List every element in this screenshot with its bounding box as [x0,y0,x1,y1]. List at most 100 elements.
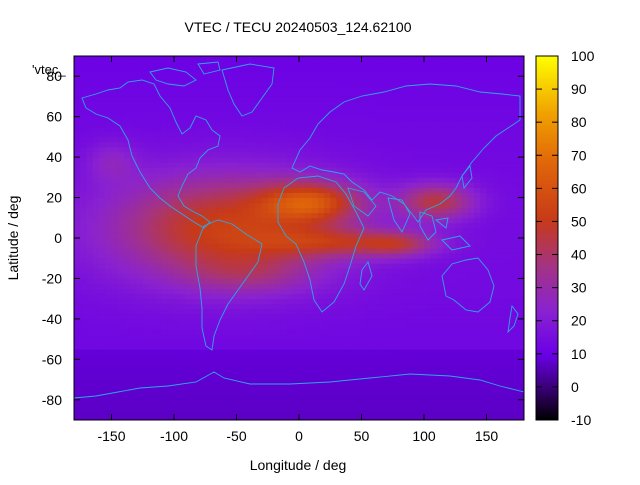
heatmap-cell [142,334,150,340]
heatmap-cell [336,147,344,153]
heatmap-cell [367,354,375,360]
heatmap-cell [255,172,262,178]
heatmap-cell [155,152,162,158]
heatmap-cell [242,91,250,97]
heatmap-cell [405,126,412,133]
heatmap-cell [380,222,387,229]
heatmap-cell [217,131,225,138]
heatmap-cell [280,344,287,350]
heatmap-cell [242,121,250,128]
heatmap-cell [180,303,187,310]
heatmap-cell [361,141,369,148]
heatmap-cell [399,339,406,345]
heatmap-cell [299,76,306,82]
heatmap-cell [92,409,100,416]
heatmap-cell [355,278,362,284]
heatmap-cell [74,313,81,320]
heatmap-cell [411,192,419,198]
heatmap-cell [317,268,325,274]
heatmap-cell [449,313,456,320]
heatmap-cell [192,323,200,330]
heatmap-cell [355,187,362,193]
heatmap-cell [236,298,244,305]
heatmap-cell [274,116,281,123]
heatmap-cell [255,212,262,219]
heatmap-cell [380,238,387,244]
heatmap-cell [211,263,219,269]
heatmap-cell [180,182,187,188]
heatmap-cell [299,232,306,239]
heatmap-cell [192,232,200,239]
heatmap-cell [255,253,262,259]
heatmap-cell [74,248,81,254]
heatmap-cell [149,313,156,320]
heatmap-cell [455,278,462,284]
heatmap-cell [280,258,287,264]
heatmap-cell [355,71,362,77]
heatmap-cell [367,329,375,335]
heatmap-cell [261,56,269,62]
heatmap-cell [455,167,462,173]
heatmap-cell [467,81,475,87]
heatmap-cell [499,136,506,143]
heatmap-cell [117,339,125,345]
heatmap-cell [380,136,387,143]
heatmap-cell [424,374,431,380]
heatmap-cell [161,404,169,411]
heatmap-cell [424,369,431,375]
heatmap-cell [80,248,87,254]
heatmap-cell [480,207,487,214]
heatmap-cell [455,369,462,375]
heatmap-cell [74,71,81,77]
heatmap-cell [499,404,506,411]
heatmap-cell [367,207,375,214]
heatmap-cell [217,273,225,279]
heatmap-cell [205,187,212,193]
heatmap-cell [324,96,331,102]
heatmap-cell [274,126,281,133]
heatmap-cell [374,369,381,375]
heatmap-cell [130,414,137,420]
heatmap-cell [330,359,337,365]
heatmap-cell [161,81,169,87]
heatmap-cell [242,66,250,72]
heatmap-cell [217,329,225,335]
heatmap-cell [305,349,312,355]
heatmap-cell [305,313,312,320]
heatmap-cell [180,61,187,67]
heatmap-cell [92,116,100,123]
heatmap-cell [349,217,356,224]
heatmap-cell [424,293,431,300]
heatmap-cell [236,81,244,87]
heatmap-cell [211,318,219,325]
heatmap-cell [130,409,137,416]
heatmap-cell [224,313,231,320]
heatmap-cell [492,141,500,148]
heatmap-cell [130,404,137,411]
heatmap-cell [499,131,506,138]
heatmap-cell [149,298,156,305]
heatmap-cell [367,248,375,254]
heatmap-cell [436,56,444,62]
heatmap-cell [324,66,331,72]
heatmap-cell [492,303,500,310]
heatmap-cell [411,86,419,92]
heatmap-cell [367,106,375,113]
heatmap-cell [211,409,219,416]
heatmap-cell [349,414,356,420]
heatmap-cell [436,126,444,133]
heatmap-cell [255,61,262,67]
heatmap-cell [361,111,369,118]
heatmap-cell [130,303,137,310]
heatmap-cell [424,273,431,279]
heatmap-cell [186,349,194,355]
heatmap-cell [317,253,325,259]
heatmap-cell [442,136,450,143]
heatmap-cell [192,66,200,72]
heatmap-cell [99,96,106,102]
heatmap-cell [155,354,162,360]
heatmap-cell [405,152,412,158]
heatmap-cell [192,349,200,355]
heatmap-cell [267,298,275,305]
heatmap-cell [261,308,269,315]
